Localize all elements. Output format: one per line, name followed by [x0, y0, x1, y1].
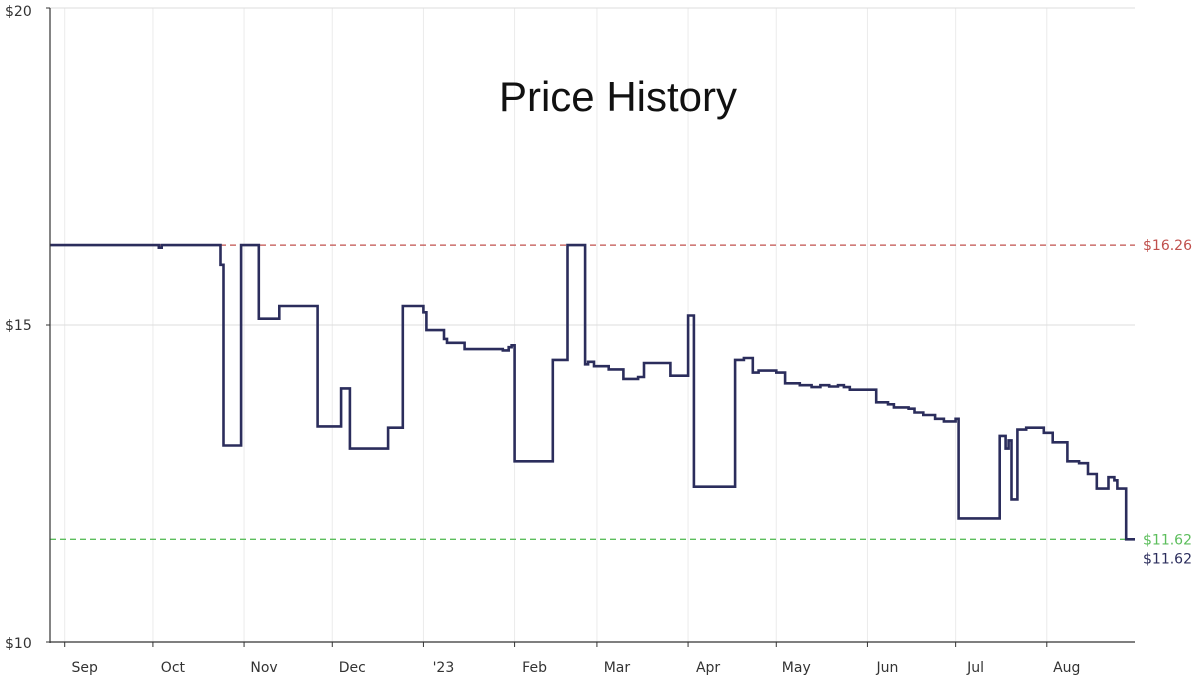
- x-tick-label: Mar: [604, 660, 631, 676]
- x-tick-label: Jun: [875, 660, 898, 676]
- axes: [46, 7, 1135, 647]
- y-tick-label: $15: [5, 318, 32, 334]
- current-price-label: $11.62: [1143, 551, 1192, 567]
- x-tick-label: Apr: [696, 660, 720, 676]
- chart-title: Price History: [499, 73, 737, 120]
- reference-line-label: $16.26: [1143, 238, 1192, 254]
- x-tick-label: '23: [433, 660, 455, 676]
- y-tick-label: $10: [5, 636, 32, 652]
- x-tick-label: Sep: [72, 660, 99, 676]
- x-tick-label: Aug: [1053, 660, 1080, 676]
- x-tick-label: Jul: [966, 660, 984, 676]
- price-series-line: [50, 243, 1135, 541]
- reference-line-label: $11.62: [1143, 532, 1192, 548]
- x-tick-label: Dec: [339, 660, 366, 676]
- labels: $10 $15 $20 Sep Oct Nov Dec '23 Feb Mar Apr May Jun J…: [5, 4, 1192, 676]
- reference-lines: [50, 244, 1135, 540]
- x-tick-label: Feb: [522, 660, 547, 676]
- y-tick-label: $20: [5, 4, 32, 20]
- x-tick-label: Nov: [250, 660, 277, 676]
- x-tick-label: Oct: [161, 660, 186, 676]
- x-tick-label: May: [782, 660, 811, 676]
- series-layer: [50, 243, 1135, 541]
